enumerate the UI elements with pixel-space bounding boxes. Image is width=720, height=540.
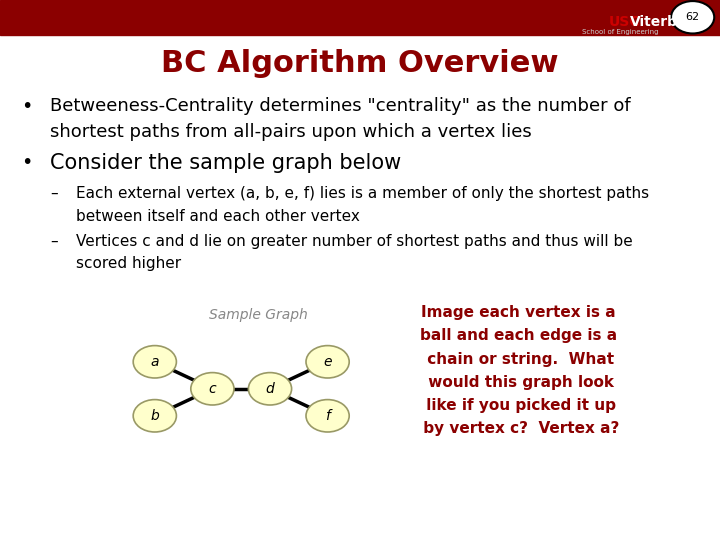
- Text: Each external vertex (a, b, e, f) lies is a member of only the shortest paths: Each external vertex (a, b, e, f) lies i…: [76, 186, 649, 201]
- Text: BC Algorithm Overview: BC Algorithm Overview: [161, 49, 559, 78]
- Text: USC: USC: [608, 15, 640, 29]
- Circle shape: [248, 373, 292, 405]
- Text: –: –: [50, 186, 58, 201]
- Text: by vertex c?  Vertex a?: by vertex c? Vertex a?: [418, 421, 619, 436]
- Text: •: •: [22, 97, 33, 116]
- Text: would this graph look: would this graph look: [423, 375, 614, 390]
- Text: 62: 62: [685, 12, 700, 22]
- Circle shape: [306, 346, 349, 378]
- Text: Vertices c and d lie on greater number of shortest paths and thus will be: Vertices c and d lie on greater number o…: [76, 234, 632, 248]
- Text: b: b: [150, 409, 159, 423]
- Text: Image each vertex is a: Image each vertex is a: [421, 305, 616, 320]
- Circle shape: [133, 346, 176, 378]
- Text: chain or string.  What: chain or string. What: [423, 352, 614, 367]
- Bar: [0, 0, 720, 35]
- Text: Consider the sample graph below: Consider the sample graph below: [50, 153, 402, 173]
- Text: Viterbi: Viterbi: [630, 15, 683, 29]
- Circle shape: [133, 400, 176, 432]
- Text: Betweeness-Centrality determines "centrality" as the number of: Betweeness-Centrality determines "centra…: [50, 97, 631, 115]
- Text: School of Engineering: School of Engineering: [582, 29, 659, 36]
- Circle shape: [671, 1, 714, 33]
- Text: a: a: [150, 355, 159, 369]
- Text: between itself and each other vertex: between itself and each other vertex: [76, 209, 359, 224]
- Circle shape: [306, 400, 349, 432]
- Text: like if you picked it up: like if you picked it up: [421, 398, 616, 413]
- Text: c: c: [209, 382, 216, 396]
- Text: Sample Graph: Sample Graph: [209, 308, 307, 322]
- Text: f: f: [325, 409, 330, 423]
- Text: –: –: [50, 234, 58, 248]
- Text: •: •: [22, 153, 33, 172]
- Circle shape: [191, 373, 234, 405]
- Text: ball and each edge is a: ball and each edge is a: [420, 328, 617, 343]
- Text: shortest paths from all-pairs upon which a vertex lies: shortest paths from all-pairs upon which…: [50, 123, 532, 140]
- Text: e: e: [323, 355, 332, 369]
- Text: scored higher: scored higher: [76, 256, 181, 271]
- Text: d: d: [266, 382, 274, 396]
